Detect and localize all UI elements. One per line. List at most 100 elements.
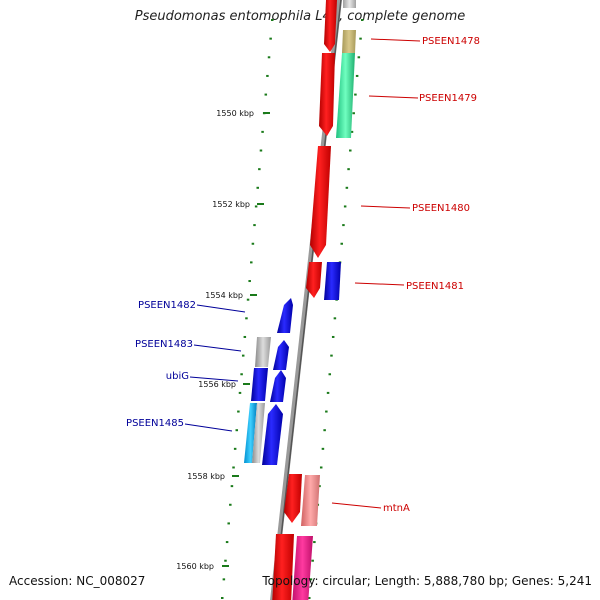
- outer-guide-dot: [313, 541, 316, 544]
- outer-guide-dot: [309, 578, 313, 581]
- inner-guide-dot: [233, 447, 237, 450]
- inner-guide-dot: [266, 74, 269, 77]
- gene-label-pseen1480[interactable]: PSEEN1480: [412, 203, 470, 214]
- gene-block-pink[interactable]: [301, 475, 320, 526]
- gene-label-mtna[interactable]: mtnA: [383, 503, 410, 514]
- forward-labels: PSEEN1478 PSEEN1479 PSEEN1480 PSEEN1481 …: [331, 36, 480, 514]
- gene-block-magenta[interactable]: [292, 536, 313, 600]
- gene-block-cyan[interactable]: [244, 403, 257, 463]
- outer-guide-dot: [321, 447, 325, 450]
- inner-guide-dot: [222, 578, 226, 581]
- gene-label-pseen1478[interactable]: PSEEN1478: [422, 36, 480, 47]
- inner-guide-dot: [240, 373, 243, 376]
- tick-label-1550: 1550 kbp: [216, 109, 254, 118]
- inner-guide-dot: [227, 522, 230, 525]
- inner-guide-dot: [245, 317, 248, 320]
- gene-arrow-pseen1478[interactable]: [324, 0, 337, 52]
- leader-pseen1478: [370, 38, 421, 42]
- gene-label-ubig[interactable]: ubiG: [166, 371, 189, 382]
- outer-guide-dot: [308, 597, 311, 599]
- inner-guide-dot: [253, 224, 256, 227]
- accession-text: Accession: NC_008027: [9, 574, 146, 588]
- gene-arrow-pseen1481[interactable]: [306, 262, 322, 298]
- inner-guide-dot: [251, 242, 255, 245]
- leader-pseen1485: [184, 423, 233, 432]
- gene-block-green[interactable]: [336, 53, 355, 138]
- gene-label-pseen1482[interactable]: PSEEN1482: [138, 300, 196, 311]
- tick-label-1560: 1560 kbp: [176, 562, 214, 571]
- outer-guide-dot: [319, 466, 323, 469]
- gene-label-pseen1479[interactable]: PSEEN1479: [419, 93, 477, 104]
- gene-arrow-pseen1479[interactable]: [319, 53, 335, 136]
- leader-pseen1479: [368, 95, 419, 99]
- tick-label-1556: 1556 kbp: [198, 380, 236, 389]
- gene-label-pseen1485[interactable]: PSEEN1485: [126, 418, 184, 429]
- inner-guide-dot: [259, 149, 263, 152]
- leader-pseen1480: [360, 205, 411, 209]
- gene-arrow-pseen1482[interactable]: [277, 298, 293, 333]
- reverse-labels: PSEEN1482 PSEEN1483 ubiG PSEEN1485: [126, 300, 246, 432]
- genome-title: Pseudomonas entomophila L48, complete ge…: [134, 9, 466, 24]
- outer-guide-dot: [342, 224, 345, 227]
- outer-guide-dot: [361, 19, 364, 21]
- inner-guide-dot: [232, 466, 235, 469]
- gene-block-grey-1483[interactable]: [255, 337, 271, 367]
- gene-block-tan[interactable]: [342, 30, 356, 53]
- outer-guide-dot: [343, 205, 347, 208]
- leader-pseen1483: [193, 344, 242, 352]
- inner-guide-dot: [267, 56, 271, 59]
- outer-guide-dot: [357, 56, 361, 59]
- outer-guide-dot: [323, 429, 326, 432]
- leader-pseen1481: [354, 282, 405, 286]
- inner-guide-dot: [243, 335, 247, 338]
- outer-guide-dot: [345, 186, 349, 189]
- outer-guide-dot: [333, 317, 337, 320]
- outer-guide-dot: [354, 93, 357, 96]
- tick-label-1558: 1558 kbp: [187, 472, 225, 481]
- inner-guide-dot: [238, 391, 242, 394]
- outer-guide-dot: [350, 130, 354, 133]
- gene-arrow-mtna[interactable]: [284, 474, 302, 523]
- scale-ticks: 1550 kbp 1552 kbp 1554 kbp 1556 kbp 1558…: [176, 109, 270, 571]
- outer-guide-dot: [349, 149, 352, 152]
- gene-arrow-pseen1485[interactable]: [262, 404, 283, 465]
- gene-arrow-ubig-a[interactable]: [270, 370, 286, 402]
- gene-label-pseen1481[interactable]: PSEEN1481: [406, 281, 464, 292]
- inner-guide-dot: [225, 541, 229, 544]
- gene-arrow-pseen1483[interactable]: [273, 340, 289, 370]
- inner-guide-dot: [261, 130, 264, 133]
- outer-guide-dot: [347, 168, 350, 171]
- outer-guide-dot: [355, 74, 359, 77]
- inner-guide-dot: [256, 186, 259, 189]
- reverse-strand: [244, 298, 293, 465]
- inner-guide-dot: [258, 168, 261, 171]
- inner-guide-dot: [248, 280, 251, 283]
- gene-arrow-pseen1480[interactable]: [310, 146, 331, 258]
- outer-guide-dot: [326, 391, 330, 394]
- inner-guide-dot: [235, 429, 239, 432]
- gene-block-grey-1485[interactable]: [252, 403, 265, 463]
- gene-label-pseen1483[interactable]: PSEEN1483: [135, 339, 193, 350]
- outer-guide-dot: [325, 410, 328, 413]
- gene-arrow-red-bottom[interactable]: [272, 534, 294, 600]
- inner-guide-dot: [230, 485, 234, 488]
- tick-label-1552: 1552 kbp: [212, 200, 250, 209]
- inner-guide-dot: [221, 597, 224, 599]
- gene-block-blue-fwd[interactable]: [324, 262, 341, 300]
- inner-guide-dot: [246, 298, 250, 301]
- inner-guide-dot: [229, 503, 232, 506]
- inner-guide-dot: [237, 410, 240, 413]
- outer-guide-dot: [330, 354, 333, 357]
- inner-guide-dot: [250, 261, 253, 264]
- gene-block-silver-top[interactable]: [343, 0, 356, 8]
- inner-guide-dot: [241, 354, 245, 357]
- inner-guide-dot: [224, 559, 227, 562]
- leader-ubig: [189, 376, 239, 382]
- topology-text: Topology: circular; Length: 5,888,780 bp…: [262, 574, 592, 588]
- outer-guide-dot: [359, 37, 362, 40]
- gene-block-blue-ubig[interactable]: [251, 368, 268, 401]
- outer-guide-dot: [328, 373, 332, 376]
- inner-guide-dot: [271, 19, 274, 21]
- outer-guide-dot: [311, 559, 314, 562]
